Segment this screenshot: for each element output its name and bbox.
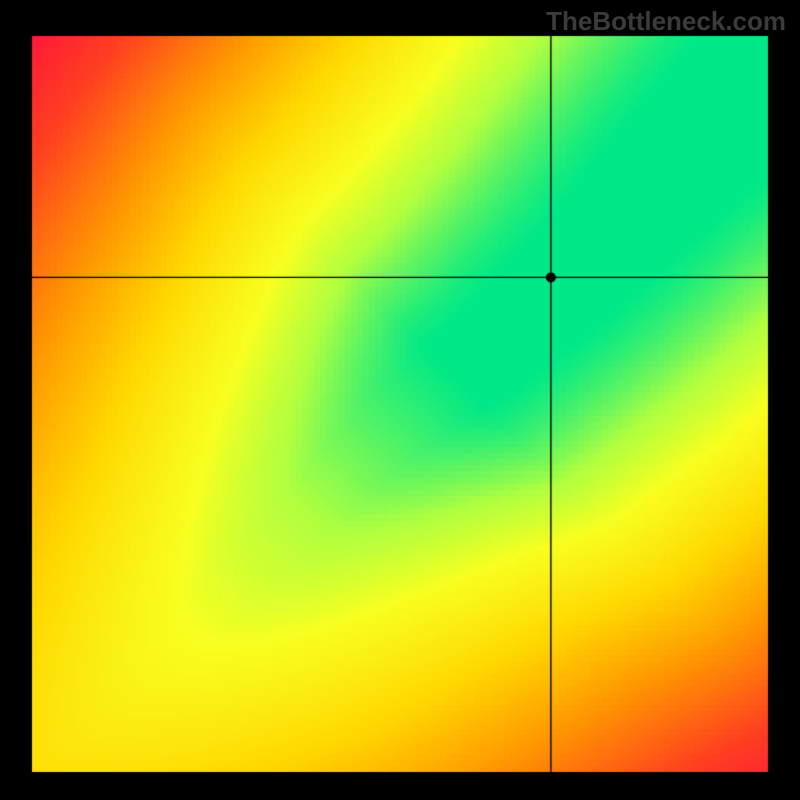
watermark-label: TheBottleneck.com [546, 6, 786, 37]
chart-container: TheBottleneck.com [0, 0, 800, 800]
bottleneck-heatmap [0, 0, 800, 800]
